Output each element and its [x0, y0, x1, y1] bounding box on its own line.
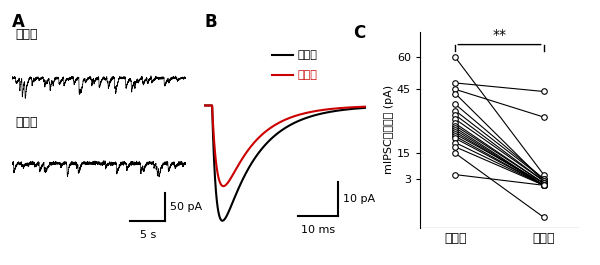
Text: **: **: [493, 28, 506, 42]
Text: 50 pA: 50 pA: [170, 202, 202, 212]
Text: 5 s: 5 s: [140, 230, 156, 240]
Text: 兴奮前: 兴奮前: [16, 28, 38, 41]
Text: B: B: [204, 13, 217, 31]
Text: A: A: [12, 13, 25, 31]
Text: 兴奮前: 兴奮前: [298, 50, 318, 60]
Text: C: C: [353, 24, 365, 42]
Text: 兴奮後: 兴奮後: [16, 116, 38, 129]
Text: 10 ms: 10 ms: [301, 225, 335, 235]
Text: 兴奮後: 兴奮後: [298, 70, 318, 81]
Y-axis label: mIPSCの中央値 (pA): mIPSCの中央値 (pA): [384, 85, 394, 174]
Text: 10 pA: 10 pA: [343, 194, 376, 204]
